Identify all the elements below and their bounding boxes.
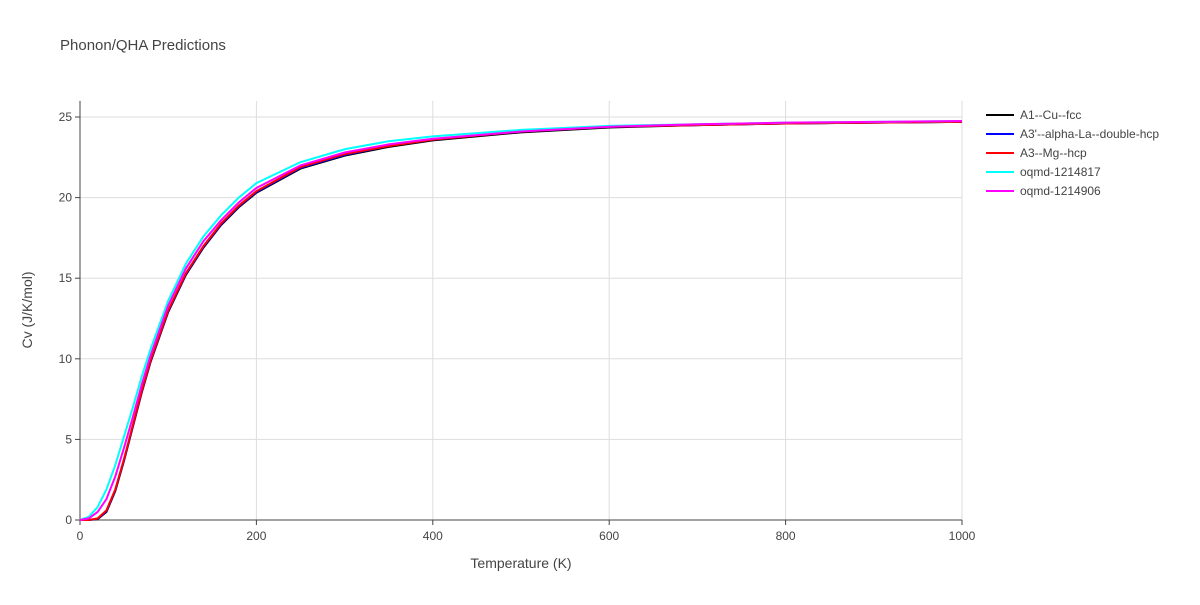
legend-label: oqmd-1214906 xyxy=(1020,184,1101,198)
x-tick-label: 800 xyxy=(776,529,796,543)
x-tick-label: 600 xyxy=(599,529,619,543)
y-tick-label: 0 xyxy=(65,513,72,527)
chart-title: Phonon/QHA Predictions xyxy=(60,37,226,54)
legend-label: A3--Mg--hcp xyxy=(1020,146,1087,160)
y-tick-label: 20 xyxy=(59,191,73,205)
x-tick-label: 200 xyxy=(246,529,266,543)
x-tick-label: 0 xyxy=(77,529,84,543)
series-line xyxy=(79,120,963,521)
x-axis-title: Temperature (K) xyxy=(470,555,571,571)
legend-label: A3'--alpha-La--double-hcp xyxy=(1020,127,1159,141)
legend-label: A1--Cu--fcc xyxy=(1020,108,1081,122)
y-tick-label: 15 xyxy=(59,271,73,285)
y-tick-label: 5 xyxy=(65,432,72,446)
series-line xyxy=(80,120,963,521)
y-axis-title: Cv (J/K/mol) xyxy=(19,272,35,349)
y-tick-label: 10 xyxy=(59,352,73,366)
x-tick-label: 1000 xyxy=(949,529,976,543)
series-line xyxy=(80,120,963,521)
series-line xyxy=(80,120,963,521)
y-tick-label: 25 xyxy=(59,110,73,124)
x-tick-label: 400 xyxy=(423,529,443,543)
series-line xyxy=(79,120,963,521)
legend-label: oqmd-1214817 xyxy=(1020,165,1101,179)
